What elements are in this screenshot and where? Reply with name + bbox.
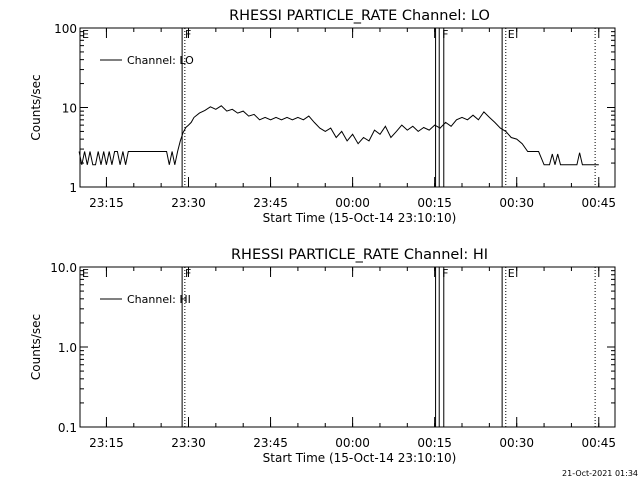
chart-title: RHESSI PARTICLE_RATE Channel: LO (229, 8, 490, 24)
marker-label: E (82, 28, 89, 41)
y-tick-label: 10 (62, 102, 77, 116)
y-tick-label: 1 (69, 181, 77, 195)
x-tick-label: 23:15 (89, 196, 124, 210)
y-tick-label: 0.1 (58, 421, 77, 435)
panel-hi: RHESSI PARTICLE_RATE Channel: HI Counts/s… (29, 247, 616, 465)
marker-label: F (185, 267, 191, 280)
x-tick-label: 00:00 (335, 196, 370, 210)
marker-label: F (442, 267, 448, 280)
chart-title: RHESSI PARTICLE_RATE Channel: HI (231, 247, 488, 263)
x-tick-label: 00:15 (417, 436, 452, 450)
y-tick-label: 10.0 (50, 261, 77, 275)
y-tick-label: 1.0 (58, 341, 77, 355)
plot-frame (79, 266, 616, 428)
panel-lo: RHESSI PARTICLE_RATE Channel: LO Counts/s… (29, 8, 616, 225)
y-axis-label: Counts/sec (29, 74, 43, 140)
marker-label: E (508, 267, 515, 280)
marker-label: F (442, 28, 448, 41)
x-tick-label: 23:15 (89, 436, 124, 450)
x-tick-label: 00:45 (581, 196, 616, 210)
legend-label: Channel: HI (127, 293, 191, 306)
x-tick-label: 23:30 (171, 196, 206, 210)
x-tick-label: 00:45 (581, 436, 616, 450)
y-axis-label: Counts/sec (29, 314, 43, 380)
x-tick-label: 00:00 (335, 436, 370, 450)
plot-frame (79, 27, 616, 188)
x-tick-label: 23:45 (253, 436, 288, 450)
marker-label: F (185, 28, 191, 41)
x-tick-label: 23:30 (171, 436, 206, 450)
timestamp: 21-Oct-2021 01:34 (562, 469, 638, 478)
marker-label: E (82, 267, 89, 280)
y-tick-label: 100 (54, 22, 77, 36)
legend-label: Channel: LO (127, 54, 194, 67)
x-tick-label: 00:15 (417, 196, 452, 210)
x-axis-label: Start Time (15-Oct-14 23:10:10) (263, 211, 457, 225)
x-axis-label: Start Time (15-Oct-14 23:10:10) (263, 451, 457, 465)
x-tick-label: 00:30 (499, 196, 534, 210)
series-line (78, 105, 599, 166)
marker-label: E (508, 28, 515, 41)
x-tick-label: 00:30 (499, 436, 534, 450)
x-tick-label: 23:45 (253, 196, 288, 210)
